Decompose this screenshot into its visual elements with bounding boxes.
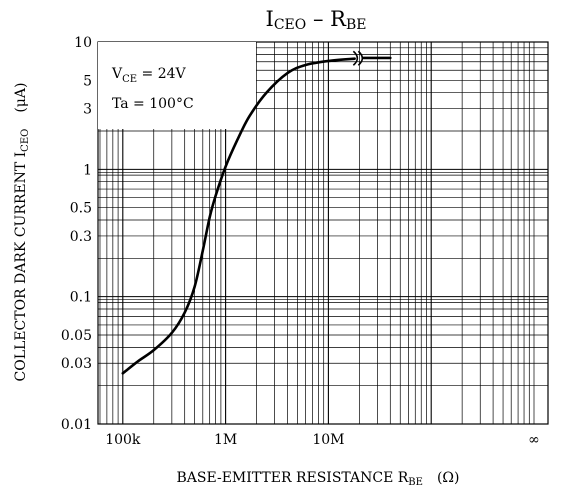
legend-vce-rest: = 24V: [137, 66, 186, 82]
y-tick-label: 0.05: [61, 328, 92, 344]
x-tick-label: 100k: [105, 432, 141, 448]
y-tick-label: 0.5: [70, 201, 92, 217]
legend-vce: VCE = 24V: [111, 66, 187, 85]
x-tick-labels: 100k 1M 10M ∞: [105, 432, 540, 448]
chart-title: ICEO – RBE: [266, 7, 367, 33]
y-axis-label-text: COLLECTOR DARK CURRENT I: [13, 152, 29, 382]
x-axis-label-text: BASE-EMITTER RESISTANCE R: [177, 470, 409, 486]
y-tick-label: 3: [83, 102, 92, 118]
y-tick-label: 10: [74, 35, 92, 51]
x-tick-label: 1M: [214, 432, 237, 448]
y-axis-label: COLLECTOR DARK CURRENT ICEO (μA): [13, 83, 31, 382]
x-tick-label: 10M: [312, 432, 344, 448]
legend-vce-sub: CE: [122, 74, 137, 85]
y-tick-labels: 10 5 3 1 0.5 0.3 0.1 0.05 0.03 0.01: [61, 35, 92, 433]
y-tick-label: 0.01: [61, 417, 92, 433]
x-tick-label: ∞: [528, 432, 540, 448]
title-main: I: [266, 7, 274, 31]
axis-break-marker: [352, 50, 364, 66]
series-line-1: [121, 57, 356, 375]
title-sub: CEO: [274, 17, 306, 33]
series-group: [121, 50, 392, 375]
y-axis-label-unit: (μA): [13, 83, 29, 113]
y-tick-label: 0.1: [70, 290, 92, 306]
y-axis-label-sub: CEO: [20, 129, 31, 152]
break-mark-right: [357, 50, 364, 66]
title-main2: R: [330, 7, 347, 31]
y-tick-label: 1: [83, 162, 92, 178]
y-tick-label: 0.3: [70, 229, 92, 245]
x-axis-label-unit: (Ω): [437, 470, 460, 486]
legend-box: [98, 42, 256, 129]
legend-ta: Ta = 100°C: [112, 96, 194, 112]
title-sub2: BE: [346, 17, 367, 33]
legend-vce-main: V: [111, 66, 123, 82]
y-tick-label: 0.03: [61, 356, 92, 372]
x-axis-label-sub: BE: [408, 477, 423, 488]
plot-frame: [97, 41, 549, 425]
title-sep: –: [306, 7, 330, 31]
x-axis-label: BASE-EMITTER RESISTANCE RBE (Ω): [177, 470, 460, 488]
break-mark-left: [352, 50, 359, 66]
y-tick-label: 5: [83, 73, 92, 89]
